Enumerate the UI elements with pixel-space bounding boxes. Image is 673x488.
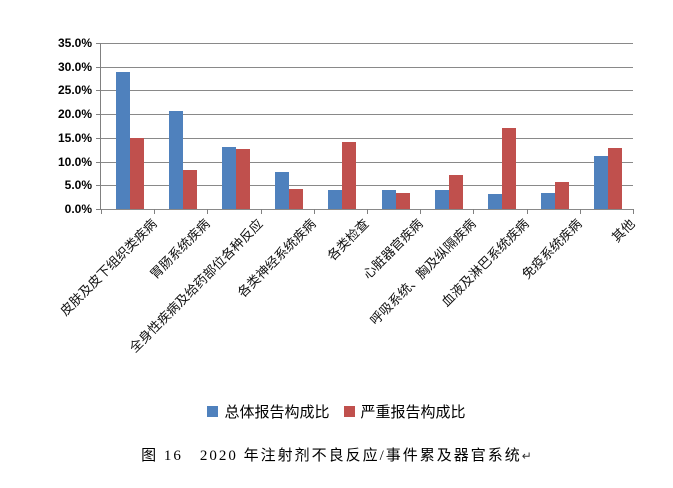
gridline [101, 43, 633, 44]
y-axis-label: 5.0% [64, 178, 92, 192]
y-axis-label: 0.0% [64, 202, 92, 216]
y-axis-tick [96, 185, 101, 186]
gridline [101, 162, 633, 163]
bar-overall [381, 190, 396, 209]
x-axis-tick [633, 209, 634, 214]
x-axis-tick [473, 209, 474, 214]
x-axis-tick [580, 209, 581, 214]
bar-serious [342, 142, 357, 209]
bar-overall [541, 193, 556, 209]
x-axis-tick [207, 209, 208, 214]
bar-serious [395, 192, 410, 209]
legend-item-serious: 严重报告构成比 [343, 401, 466, 422]
x-axis-label: 皮肤及皮下组织类疾病 [56, 216, 160, 319]
y-axis-label: 20.0% [57, 107, 92, 121]
bar-serious [129, 137, 144, 209]
x-axis-tick [101, 209, 102, 214]
plot-area [96, 43, 634, 214]
bar-serious [502, 128, 516, 209]
y-axis-label: 30.0% [57, 60, 92, 74]
gridline [101, 67, 633, 68]
bar-overall [168, 111, 183, 209]
y-axis-label: 35.0% [57, 36, 92, 50]
paragraph-mark: ↵ [521, 449, 532, 463]
legend-swatch-serious [343, 406, 355, 417]
figure-caption-text: 图 16 2020 年注射剂不良反应/事件累及器官系统 [141, 448, 522, 464]
bar-serious [289, 188, 304, 209]
legend: 总体报告构成比 严重报告构成比 [0, 401, 673, 422]
y-axis-tick [96, 209, 101, 210]
gridline [101, 138, 633, 139]
y-axis-label: 25.0% [57, 83, 92, 97]
y-axis-label: 10.0% [57, 155, 92, 169]
bar-overall [275, 172, 290, 209]
figure-caption: 图 16 2020 年注射剂不良反应/事件累及器官系统↵ [0, 444, 673, 465]
y-axis-tick [96, 162, 101, 163]
x-axis-label: 各类检查 [324, 216, 373, 264]
x-axis-tick [420, 209, 421, 214]
legend-label-serious: 严重报告构成比 [360, 405, 466, 421]
x-axis-tick [527, 209, 528, 214]
bar-overall [488, 193, 502, 209]
bar-overall [328, 190, 343, 209]
y-axis-labels: 35.0% 30.0% 25.0% 20.0% 15.0% 10.0% 5.0% 0.0% [0, 36, 92, 216]
bar-serious [182, 170, 197, 209]
legend-label-overall: 总体报告构成比 [224, 405, 330, 421]
gridline [101, 185, 633, 186]
legend-item-overall: 总体报告构成比 [207, 401, 330, 422]
x-axis-label: 其他 [609, 216, 639, 246]
y-axis-tick [96, 90, 101, 91]
y-axis-tick [96, 138, 101, 139]
bar-serious [448, 175, 463, 209]
x-axis-tick [367, 209, 368, 214]
y-axis-tick [96, 43, 101, 44]
x-axis-tick [261, 209, 262, 214]
bar-overall [594, 155, 609, 209]
gridline [101, 114, 633, 115]
bar-overall [434, 190, 449, 209]
bar-overall [115, 72, 130, 209]
y-axis-label: 15.0% [57, 131, 92, 145]
y-axis-tick [96, 67, 101, 68]
y-axis-tick [96, 114, 101, 115]
bar-serious [236, 149, 250, 209]
x-axis-tick [154, 209, 155, 214]
bar-serious [608, 147, 623, 209]
gridline [101, 90, 633, 91]
bar-serious [555, 181, 570, 209]
x-axis-tick [314, 209, 315, 214]
bar-overall [222, 146, 236, 209]
legend-swatch-overall [207, 406, 219, 417]
